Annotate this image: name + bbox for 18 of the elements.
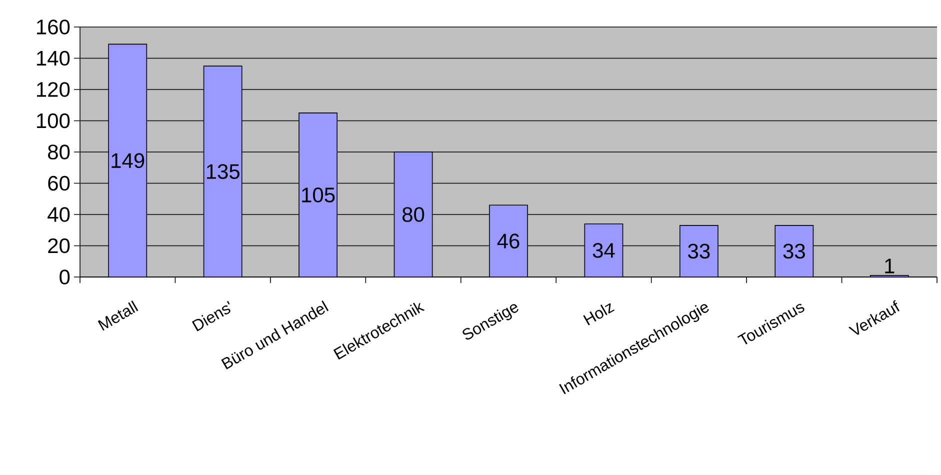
data-label: 1 xyxy=(885,258,894,274)
data-label: 135 xyxy=(206,164,240,179)
y-tick-label: 20 xyxy=(48,238,70,254)
y-tick-label: 100 xyxy=(37,113,70,128)
y-tick-label: 120 xyxy=(37,82,70,97)
data-label: 46 xyxy=(497,234,520,248)
data-label: 80 xyxy=(402,207,424,222)
data-label: 149 xyxy=(112,153,144,168)
data-label: 33 xyxy=(783,244,805,259)
data-label: 34 xyxy=(592,243,615,258)
y-tick-label: 0 xyxy=(60,270,70,284)
y-tick-label: 80 xyxy=(48,144,70,160)
data-label: 105 xyxy=(302,188,335,202)
y-tick-label: 160 xyxy=(37,20,70,34)
y-tick-label: 40 xyxy=(48,207,70,222)
y-tick-label: 60 xyxy=(48,176,70,191)
y-tick-label: 140 xyxy=(37,50,70,66)
data-label: 33 xyxy=(688,244,710,259)
